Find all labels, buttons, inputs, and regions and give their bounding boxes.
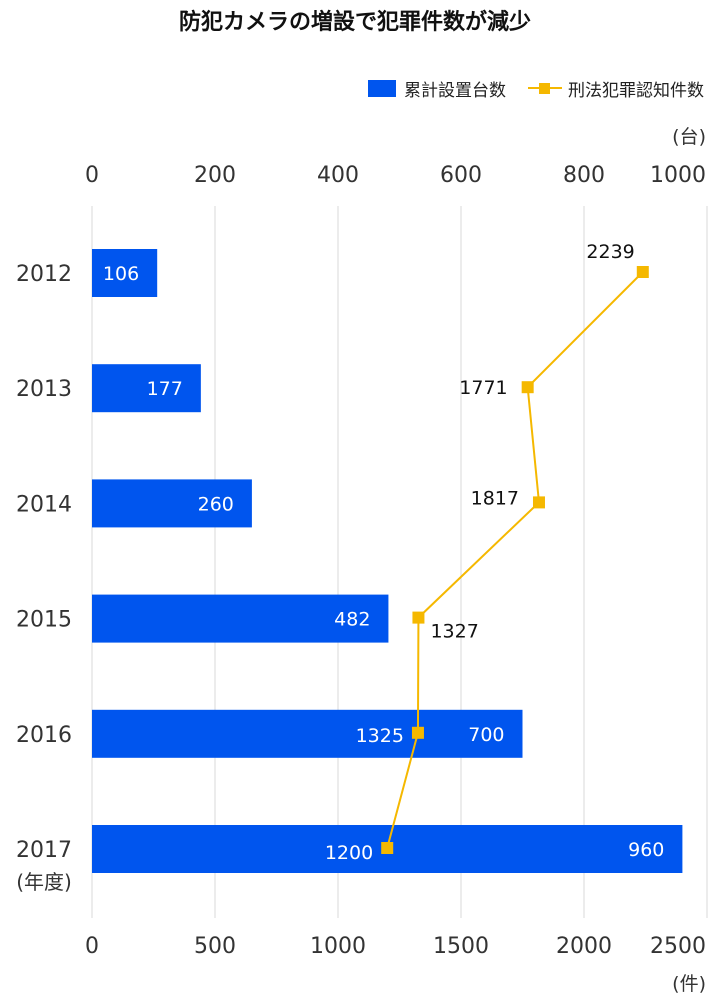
- bar-value-label: 960: [628, 839, 664, 861]
- bottom-axis-unit: (件): [672, 973, 706, 995]
- top-axis-tick-label: 200: [194, 163, 236, 188]
- bottom-axis-tick-label: 500: [194, 934, 236, 959]
- bar: [92, 479, 252, 528]
- bar-value-label: 260: [198, 493, 234, 515]
- line-value-label: 1771: [459, 377, 507, 399]
- top-axis-tick-label: 1000: [650, 163, 706, 188]
- legend-bar-swatch: [368, 80, 396, 97]
- category-label: 2016: [16, 723, 72, 748]
- chart-title: 防犯カメラの増設で犯罪件数が減少: [178, 10, 531, 35]
- bar: [92, 249, 158, 297]
- grid-lines: [91, 206, 708, 918]
- line-value-label: 1200: [325, 842, 373, 864]
- line-value-label: 1817: [471, 487, 519, 509]
- bar: [92, 709, 523, 758]
- category-label: 2014: [16, 492, 72, 517]
- category-label: 2017: [16, 838, 72, 863]
- legend-line-swatch: [528, 80, 562, 97]
- category-label: 2013: [16, 377, 72, 402]
- category-label: 2012: [16, 262, 72, 287]
- line-point: [412, 611, 425, 624]
- bar-series: 106 177 260 482 700 960: [92, 249, 683, 873]
- top-axis-tick-label: 600: [440, 163, 482, 188]
- top-axis-tick-label: 800: [563, 163, 605, 188]
- line-point: [381, 842, 394, 854]
- axes: 0 200 400 600 800 1000 0 500 1000 1500 2000 2500 201…: [16, 163, 706, 959]
- top-axis-tick-label: 400: [317, 163, 359, 188]
- bar: [92, 594, 389, 643]
- bar: [92, 364, 201, 413]
- line-value-label: 1327: [430, 621, 478, 643]
- line-value-label: 1325: [356, 725, 404, 747]
- legend-label-line: 刑法犯罪認知件数: [568, 81, 704, 101]
- legend-label-bar: 累計設置台数: [404, 81, 506, 101]
- category-unit: (年度): [16, 870, 72, 894]
- legend: 累計設置台数 刑法犯罪認知件数: [346, 76, 704, 101]
- legend-item-line: 刑法犯罪認知件数: [528, 76, 704, 101]
- line-series: 2239 1771 1817 1327 1325 1200: [325, 241, 649, 864]
- line-path: [386, 271, 644, 849]
- bottom-axis-tick-label: 0: [85, 934, 99, 959]
- top-axis-tick-label: 0: [85, 163, 99, 188]
- bar-value-label: 700: [468, 724, 504, 746]
- bottom-axis-tick-label: 2500: [650, 934, 706, 959]
- line-point: [521, 381, 534, 394]
- line-point: [411, 726, 424, 739]
- line-value-label: 2239: [586, 241, 634, 263]
- top-axis-unit: (台): [672, 126, 706, 148]
- bar-value-label: 482: [334, 609, 370, 631]
- line-point: [532, 496, 545, 509]
- bottom-axis-tick-label: 1500: [433, 934, 489, 959]
- bottom-axis-tick-label: 1000: [310, 934, 366, 959]
- bar-value-label: 177: [147, 378, 183, 400]
- bottom-axis-tick-label: 2000: [556, 934, 612, 959]
- legend-item-bar: 累計設置台数: [368, 76, 506, 101]
- line-point: [636, 266, 649, 278]
- bar-value-label: 106: [103, 263, 139, 285]
- category-label: 2015: [16, 608, 72, 633]
